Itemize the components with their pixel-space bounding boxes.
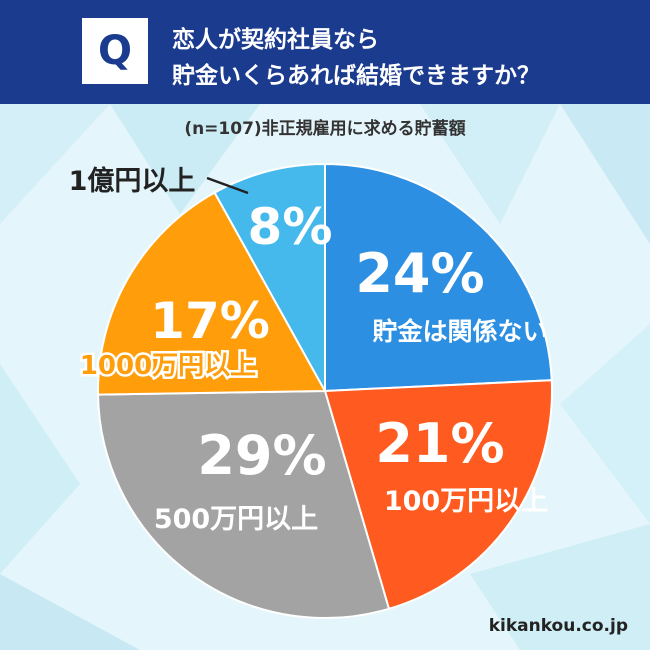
slice-label-0: 貯金は関係ない — [372, 317, 547, 346]
pie-slice-0 — [324, 162, 553, 393]
pct-label-4: 8% — [248, 198, 333, 256]
question-text-line2: 貯金いくらあれば結婚できますか？ — [172, 63, 540, 89]
slice-label-3: 1000万円以上 — [80, 351, 256, 381]
question-text-line1: 恋人が契約社員なら — [172, 27, 379, 53]
pie-slice-3 — [97, 191, 327, 396]
leader-line — [206, 176, 249, 195]
pie-slice-4 — [213, 162, 326, 395]
chart-title: (n=107)非正規雇用に求める貯蓄額 — [184, 119, 466, 139]
pie-slice-2 — [97, 389, 391, 619]
slice-label-1: 100万円以上 — [384, 486, 548, 517]
slice-label-2: 500万円以上 — [154, 504, 318, 535]
pct-label-0: 24% — [355, 242, 484, 305]
pct-label-2: 29% — [197, 424, 326, 487]
slice-label-4: 1億円以上 — [69, 166, 196, 197]
pct-label-1: 21% — [375, 412, 504, 475]
pie-slice-1 — [323, 379, 553, 611]
pct-label-3: 17% — [150, 292, 270, 350]
question-header: Q 恋人が契約社員なら 貯金いくらあれば結婚できますか？ — [0, 0, 650, 104]
question-badge: Q — [82, 18, 148, 84]
site-url: kikankou.co.jp — [488, 616, 628, 636]
